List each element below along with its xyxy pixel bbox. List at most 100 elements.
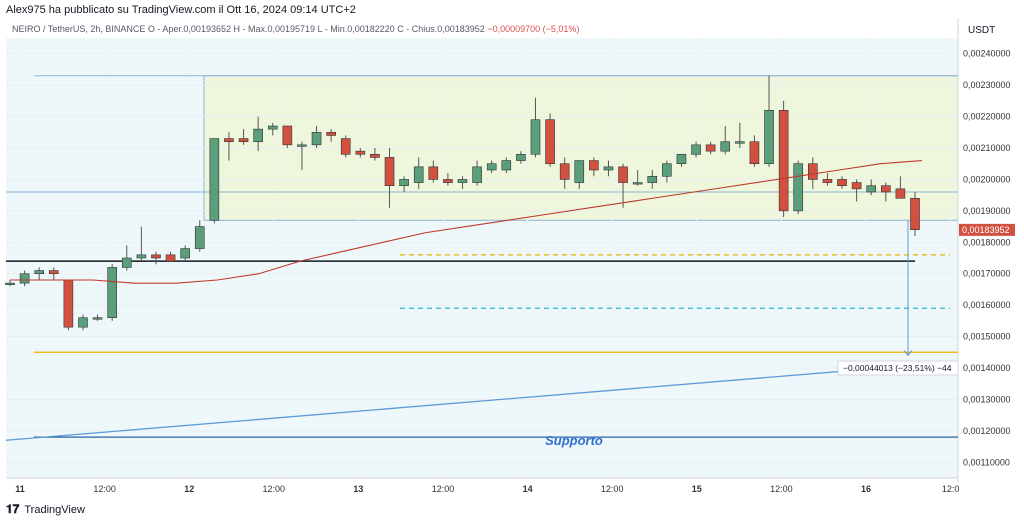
time-tick-label: 14 <box>523 484 533 494</box>
price-tick-label: 0,00120000 <box>963 426 1011 436</box>
candle-body <box>662 163 672 177</box>
publisher-line: Alex975 ha pubblicato su TradingView.com… <box>6 4 356 16</box>
candle-body <box>355 150 366 155</box>
candle-body <box>209 138 220 221</box>
price-tick-label: 0,00110000 <box>963 457 1010 467</box>
candle-body <box>822 179 833 183</box>
candle-body <box>735 141 745 144</box>
price-tick-label: 0,00210000 <box>963 143 1011 153</box>
time-tick-label: 16 <box>861 484 871 494</box>
candle-body <box>866 185 877 193</box>
candle-body <box>19 273 30 284</box>
candle-body <box>165 254 176 262</box>
price-chart[interactable]: 0,00240000 0,00230000 0,00220000 0,00210000… <box>0 0 1024 500</box>
price-tick-label: 0,00150000 <box>963 332 1011 342</box>
candle-body <box>370 153 380 158</box>
candle-body <box>443 179 453 183</box>
time-tick-label: 15 <box>692 484 702 494</box>
candle-body <box>793 163 804 212</box>
measure-arrow-head <box>903 350 913 357</box>
price-tick-label: 0,00190000 <box>963 206 1011 216</box>
tradingview-logo-icon: 𝟏𝟕 <box>6 502 20 516</box>
symbol-name[interactable]: NEIRO / TetherUS, 2h, BINANCE <box>12 24 146 34</box>
price-tick-label: 0,00170000 <box>963 269 1011 279</box>
price-change: −0,00009700 (−5,01%) <box>487 24 580 34</box>
time-tick-label: 12:0 <box>942 484 960 494</box>
price-tick-label: 0,00180000 <box>963 237 1011 247</box>
candle-body <box>136 254 147 259</box>
candle-body <box>603 166 614 171</box>
candle-body <box>34 270 44 275</box>
candle-body <box>238 138 249 143</box>
candle-body <box>808 163 818 180</box>
price-tick-label: 0,00230000 <box>963 80 1011 90</box>
candle-body <box>457 179 468 183</box>
candle-body <box>121 257 132 268</box>
candle-body <box>676 153 687 165</box>
candle-body <box>545 119 555 165</box>
candle-body <box>384 157 395 187</box>
candle-body <box>705 144 716 152</box>
candle-body <box>92 317 103 320</box>
candle-body <box>224 138 234 143</box>
candle-body <box>851 182 862 190</box>
price-tick-label: 0,00130000 <box>963 394 1011 404</box>
candle-body <box>647 175 658 183</box>
candle-body <box>574 160 585 183</box>
candle-body <box>63 279 74 328</box>
candle-body <box>151 254 161 259</box>
candle-body <box>881 185 891 193</box>
current-price-label: 0,00183952 <box>962 225 1010 235</box>
current-price-tag <box>959 223 1015 236</box>
candle-body <box>472 166 482 183</box>
currency-label: USDT <box>968 25 996 36</box>
candle-body <box>749 141 760 165</box>
measure-box <box>837 360 959 376</box>
candle-body <box>413 166 424 183</box>
brand-name: TradingView <box>24 503 85 516</box>
candle-body <box>253 128 263 143</box>
candle-body <box>297 144 307 147</box>
time-tick-label: 12:00 <box>432 484 455 494</box>
candle-body <box>311 131 322 146</box>
time-tick-label: 12:00 <box>93 484 116 494</box>
moving-average-line <box>10 160 923 284</box>
candle-body <box>691 144 701 155</box>
candle-body <box>895 188 906 199</box>
candle-body <box>516 153 526 161</box>
candle-body <box>778 109 789 212</box>
time-tick-label: 13 <box>353 484 363 494</box>
candle-body <box>559 163 570 180</box>
time-tick-label: 12 <box>184 484 194 494</box>
ohlc-values: O - Aper.0,00193652 H - Max.0,00195719 L… <box>147 24 485 34</box>
price-tick-label: 0,00140000 <box>963 363 1011 373</box>
candle-body <box>589 160 599 171</box>
price-tick-label: 0,00220000 <box>963 112 1011 122</box>
candle-body <box>837 179 847 187</box>
candle-body <box>78 317 88 328</box>
candle-body <box>618 166 628 183</box>
candle-body <box>340 138 351 155</box>
candle-body <box>267 125 278 130</box>
candle-body <box>194 226 205 249</box>
candle-body <box>48 270 59 275</box>
candle-body <box>326 131 336 136</box>
price-tick-label: 0,00240000 <box>963 49 1011 59</box>
support-trendline <box>5 361 959 441</box>
price-tick-label: 0,00160000 <box>963 300 1011 310</box>
candle-body <box>282 125 293 146</box>
time-tick-label: 12:00 <box>601 484 624 494</box>
candle-body <box>720 141 731 152</box>
candle-body <box>428 166 439 180</box>
time-tick-label: 11 <box>15 484 25 494</box>
candle-body <box>501 160 512 171</box>
time-tick-label: 12:00 <box>263 484 286 494</box>
support-label: Supporto <box>545 433 603 448</box>
candle-body <box>764 109 774 165</box>
candle-body <box>910 197 920 231</box>
candle-body <box>530 119 541 155</box>
candle-body <box>5 282 15 285</box>
price-tick-label: 0,00200000 <box>963 174 1011 184</box>
symbol-info: NEIRO / TetherUS, 2h, BINANCE O - Aper.0… <box>12 24 579 34</box>
footer-brand: 𝟏𝟕 TradingView <box>6 502 85 517</box>
